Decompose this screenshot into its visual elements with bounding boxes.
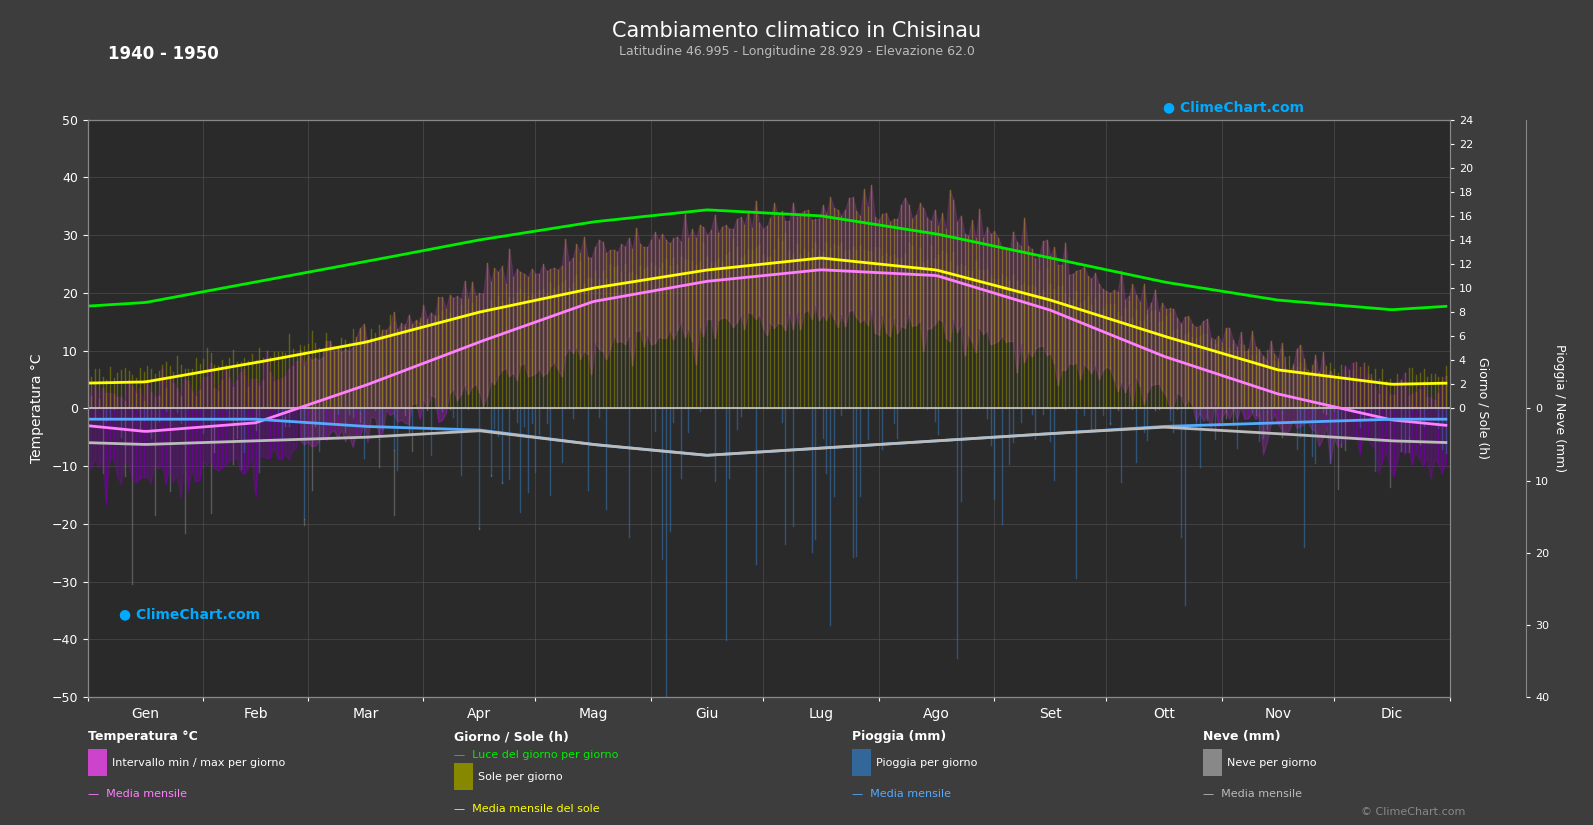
Text: Temperatura °C: Temperatura °C [88, 730, 198, 743]
Text: Pioggia (mm): Pioggia (mm) [852, 730, 946, 743]
Text: Lug: Lug [808, 708, 833, 721]
Text: Dic: Dic [1381, 708, 1403, 721]
Text: —  Media mensile: — Media mensile [88, 789, 186, 799]
Text: 1940 - 1950: 1940 - 1950 [108, 45, 220, 64]
Text: ● ClimeChart.com: ● ClimeChart.com [119, 608, 261, 621]
Text: Gen: Gen [132, 708, 159, 721]
Text: Neve per giorno: Neve per giorno [1227, 758, 1316, 768]
Y-axis label: Temperatura °C: Temperatura °C [30, 354, 45, 463]
Text: —  Media mensile del sole: — Media mensile del sole [454, 804, 599, 813]
Text: Giorno / Sole (h): Giorno / Sole (h) [454, 730, 569, 743]
Text: Sole per giorno: Sole per giorno [478, 772, 562, 782]
Text: Latitudine 46.995 - Longitudine 28.929 - Elevazione 62.0: Latitudine 46.995 - Longitudine 28.929 -… [618, 45, 975, 59]
Text: © ClimeChart.com: © ClimeChart.com [1360, 807, 1466, 817]
Text: Mag: Mag [578, 708, 609, 721]
Text: Mar: Mar [352, 708, 379, 721]
Text: Apr: Apr [467, 708, 492, 721]
Text: Ott: Ott [1153, 708, 1176, 721]
Text: —  Media mensile: — Media mensile [852, 789, 951, 799]
Text: Giu: Giu [696, 708, 718, 721]
Text: Neve (mm): Neve (mm) [1203, 730, 1281, 743]
Text: Intervallo min / max per giorno: Intervallo min / max per giorno [112, 758, 285, 768]
Text: Ago: Ago [922, 708, 949, 721]
Y-axis label: Giorno / Sole (h): Giorno / Sole (h) [1477, 357, 1489, 460]
Text: —  Luce del giorno per giorno: — Luce del giorno per giorno [454, 750, 618, 760]
Y-axis label: Pioggia / Neve (mm): Pioggia / Neve (mm) [1553, 344, 1566, 473]
Text: Pioggia per giorno: Pioggia per giorno [876, 758, 978, 768]
Text: ● ClimeChart.com: ● ClimeChart.com [1163, 101, 1305, 114]
Text: Feb: Feb [244, 708, 268, 721]
Text: Cambiamento climatico in Chisinau: Cambiamento climatico in Chisinau [612, 21, 981, 40]
Text: —  Media mensile: — Media mensile [1203, 789, 1301, 799]
Text: Nov: Nov [1265, 708, 1292, 721]
Text: Set: Set [1039, 708, 1061, 721]
